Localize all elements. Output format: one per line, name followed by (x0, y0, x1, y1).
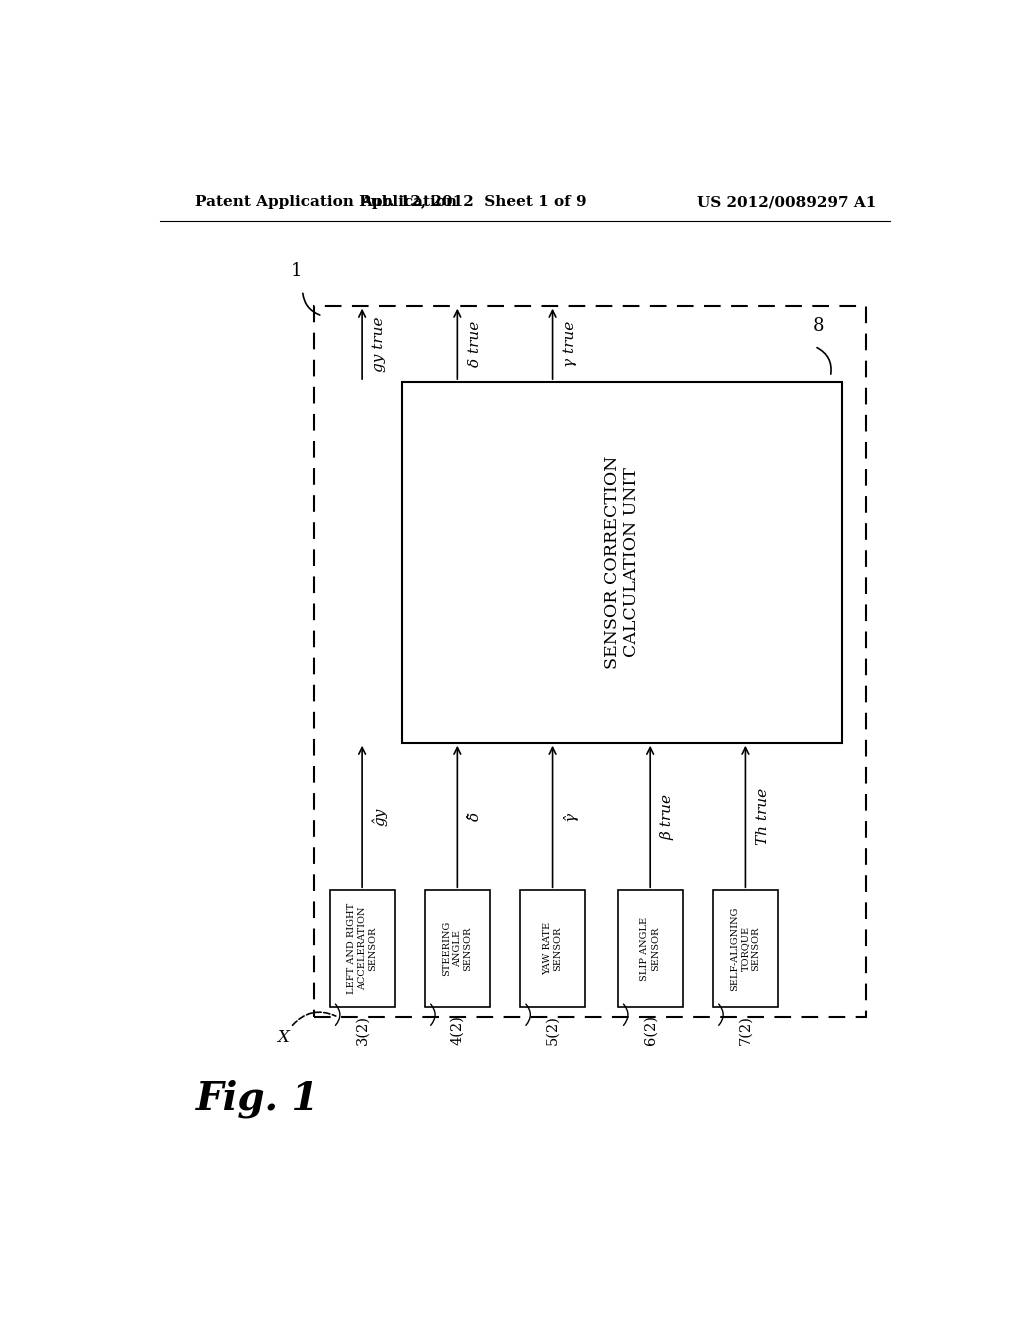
Text: ĝy: ĝy (373, 808, 388, 826)
Text: Th true: Th true (756, 788, 770, 845)
Bar (520, 890, 585, 1007)
Bar (401, 381, 842, 743)
Bar (425, 890, 489, 1007)
Text: 7(2): 7(2) (738, 1015, 753, 1045)
Text: 8: 8 (813, 317, 824, 335)
Text: STEERING
ANGLE
SENSOR: STEERING ANGLE SENSOR (442, 921, 472, 977)
Text: YAW RATE
SENSOR: YAW RATE SENSOR (543, 923, 562, 975)
Text: gy true: gy true (373, 317, 386, 372)
Text: 1: 1 (291, 263, 303, 280)
Text: 3(2): 3(2) (355, 1015, 369, 1045)
Text: 4(2): 4(2) (451, 1015, 464, 1045)
Text: SELF-ALIGNING
TORQUE
SENSOR: SELF-ALIGNING TORQUE SENSOR (730, 907, 761, 991)
Bar (713, 890, 778, 1007)
Text: δ true: δ true (468, 321, 481, 367)
Text: β true: β true (660, 793, 675, 840)
Text: Patent Application Publication: Patent Application Publication (196, 195, 458, 209)
Text: γ true: γ true (563, 321, 577, 367)
Text: Apr. 12, 2012  Sheet 1 of 9: Apr. 12, 2012 Sheet 1 of 9 (359, 195, 587, 209)
Text: 6(2): 6(2) (643, 1015, 657, 1045)
Bar (617, 890, 683, 1007)
Bar (330, 890, 394, 1007)
Text: γ̂: γ̂ (563, 812, 578, 821)
Text: SENSOR CORRECTION
CALCULATION UNIT: SENSOR CORRECTION CALCULATION UNIT (604, 455, 640, 669)
Text: 5(2): 5(2) (546, 1015, 559, 1045)
Text: X: X (276, 1030, 289, 1045)
Text: Fig. 1: Fig. 1 (196, 1080, 318, 1118)
Text: US 2012/0089297 A1: US 2012/0089297 A1 (697, 195, 877, 209)
Text: LEFT AND RIGHT
ACCELERATION
SENSOR: LEFT AND RIGHT ACCELERATION SENSOR (347, 903, 377, 994)
Bar (314, 306, 866, 1018)
Text: SLIP ANGLE
SENSOR: SLIP ANGLE SENSOR (640, 916, 659, 981)
Text: δ̂: δ̂ (468, 812, 481, 821)
